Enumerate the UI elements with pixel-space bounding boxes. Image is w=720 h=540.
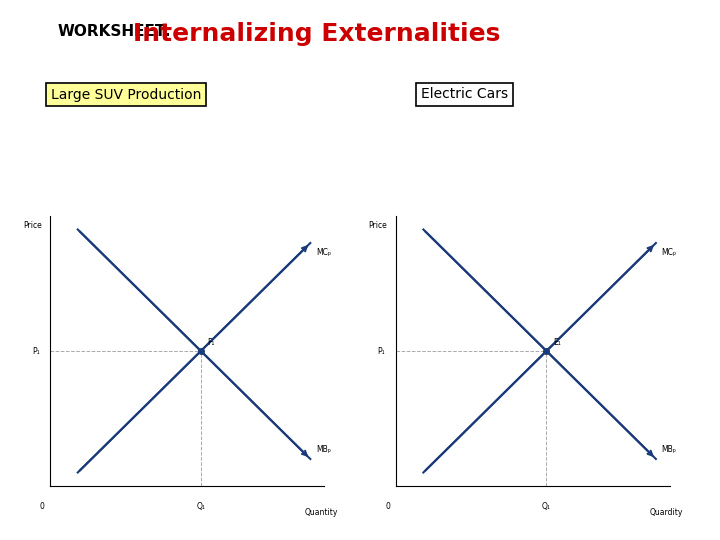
Text: MBₚ: MBₚ	[662, 444, 676, 454]
Text: MCₚ: MCₚ	[662, 248, 677, 258]
Text: P₁: P₁	[32, 347, 40, 355]
Text: P₁: P₁	[377, 347, 385, 355]
Text: Price: Price	[23, 221, 42, 231]
Text: 0: 0	[40, 502, 45, 511]
Text: MCₚ: MCₚ	[316, 248, 331, 258]
Text: Price: Price	[369, 221, 387, 231]
Text: Internalizing Externalities: Internalizing Externalities	[133, 22, 500, 45]
Text: Q₁: Q₁	[542, 502, 551, 511]
Text: 0: 0	[385, 502, 390, 511]
Text: Large SUV Production: Large SUV Production	[51, 87, 201, 102]
Text: MBₚ: MBₚ	[316, 444, 330, 454]
Text: Electric Cars: Electric Cars	[420, 87, 508, 102]
Text: F₁: F₁	[208, 338, 215, 347]
Text: Quardity: Quardity	[650, 508, 683, 517]
Text: WORKSHEET:: WORKSHEET:	[58, 24, 171, 39]
Text: E₁: E₁	[554, 338, 561, 347]
Text: Quantity: Quantity	[305, 508, 338, 517]
Text: Q₁: Q₁	[197, 502, 205, 511]
